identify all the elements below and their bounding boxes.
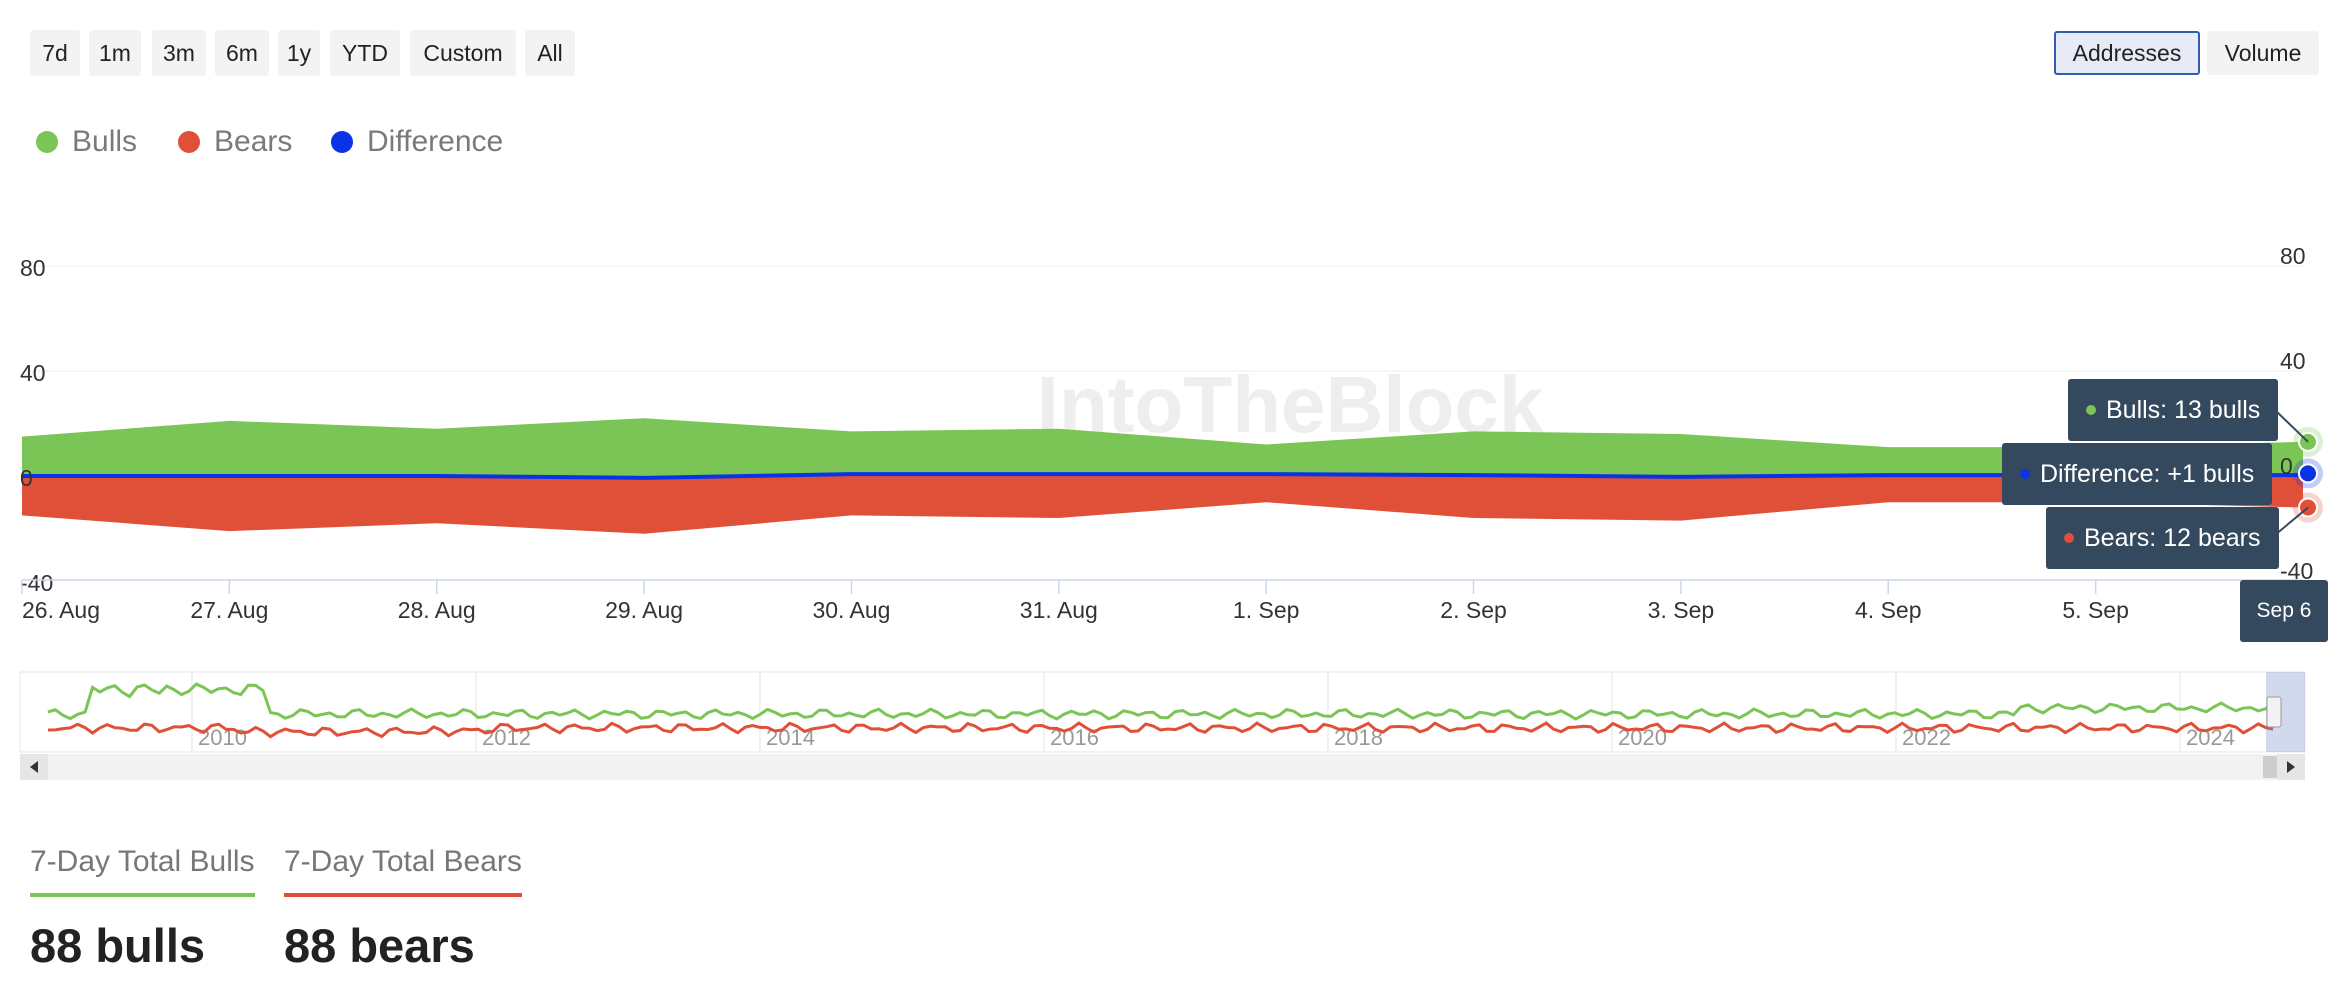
range-3m-button[interactable]: 3m <box>152 30 206 76</box>
tooltip-difference: Difference: +1 bulls <box>2002 443 2273 505</box>
volume-button[interactable]: Volume <box>2207 31 2319 75</box>
addresses-button[interactable]: Addresses <box>2054 31 2200 75</box>
tooltip-difference-text: Difference: +1 bulls <box>2040 459 2255 488</box>
bears-area <box>22 476 2303 534</box>
navigator-handle[interactable] <box>2266 696 2282 728</box>
legend-item-difference[interactable]: Difference <box>331 122 503 162</box>
difference-dot-icon <box>331 131 353 153</box>
legend-item-bulls[interactable]: Bulls <box>36 122 137 162</box>
range-custom-button[interactable]: Custom <box>410 30 516 76</box>
scrollbar-track[interactable] <box>20 754 2305 780</box>
y-tick-label-right: 40 <box>2280 348 2306 374</box>
tooltip-date: Sep 6 <box>2240 580 2328 642</box>
y-tick-label-right: 0 <box>2280 453 2293 479</box>
bears-dot-icon <box>2064 533 2074 543</box>
y-tick-label-left: -40 <box>20 570 53 596</box>
x-tick-label: 3. Sep <box>1648 597 1715 623</box>
navigator-bears-line <box>47 721 2274 739</box>
tooltip-bears-text: Bears: 12 bears <box>2084 523 2261 552</box>
difference-marker <box>2298 463 2318 484</box>
legend-label-bulls: Bulls <box>72 125 138 158</box>
range-ytd-button[interactable]: YTD <box>330 30 400 76</box>
x-tick-label: 29. Aug <box>605 597 683 623</box>
x-tick-label: 30. Aug <box>812 597 890 623</box>
tooltip-connector <box>2274 506 2309 536</box>
range-7d-button[interactable]: 7d <box>30 30 80 76</box>
x-tick-label: 31. Aug <box>1020 597 1098 623</box>
legend-label-bears: Bears <box>214 125 293 158</box>
y-tick-label-left: 0 <box>20 465 33 491</box>
bulls-dot-icon <box>2086 405 2096 415</box>
range-all-button[interactable]: All <box>525 30 575 76</box>
stat-tab-bears[interactable]: 7-Day Total Bears <box>284 845 522 897</box>
difference-dot-icon <box>2020 469 2030 479</box>
scroll-right-icon[interactable] <box>2287 761 2295 773</box>
tooltip-bulls: Bulls: 13 bulls <box>2068 379 2279 441</box>
x-tick-label: 26. Aug <box>22 597 100 623</box>
scroll-left-icon[interactable] <box>30 761 38 773</box>
legend-item-bears[interactable]: Bears <box>178 122 292 162</box>
y-tick-label-left: 80 <box>20 255 46 281</box>
difference-line <box>22 472 2303 480</box>
x-tick-label: 4. Sep <box>1855 597 1922 623</box>
y-tick-label-right: 80 <box>2280 243 2306 269</box>
stat-tab-bulls[interactable]: 7-Day Total Bulls <box>30 845 255 897</box>
y-tick-label-left: 40 <box>20 360 46 386</box>
navigator-bulls-line <box>47 682 2274 721</box>
x-tick-label: 1. Sep <box>1233 597 1300 623</box>
x-tick-label: 5. Sep <box>2062 597 2129 623</box>
scrollbar-thumb[interactable] <box>2263 756 2277 778</box>
x-tick-label: 2. Sep <box>1440 597 1507 623</box>
x-tick-label: 27. Aug <box>190 597 268 623</box>
stat-value-bulls: 88 bulls <box>30 919 206 972</box>
tooltip-connector <box>2274 409 2309 443</box>
range-1m-button[interactable]: 1m <box>89 30 141 76</box>
stat-value-bears: 88 bears <box>284 919 475 972</box>
x-tick-label: 28. Aug <box>398 597 476 623</box>
tooltip-bears: Bears: 12 bears <box>2046 507 2279 569</box>
bulls-area <box>22 418 2303 476</box>
bears-dot-icon <box>178 131 200 153</box>
legend-label-difference: Difference <box>367 125 504 158</box>
range-1y-button[interactable]: 1y <box>278 30 320 76</box>
navigator-year-label: 2010 <box>198 725 247 750</box>
range-6m-button[interactable]: 6m <box>215 30 269 76</box>
tooltip-bulls-text: Bulls: 13 bulls <box>2106 395 2261 424</box>
bulls-dot-icon <box>36 131 58 153</box>
